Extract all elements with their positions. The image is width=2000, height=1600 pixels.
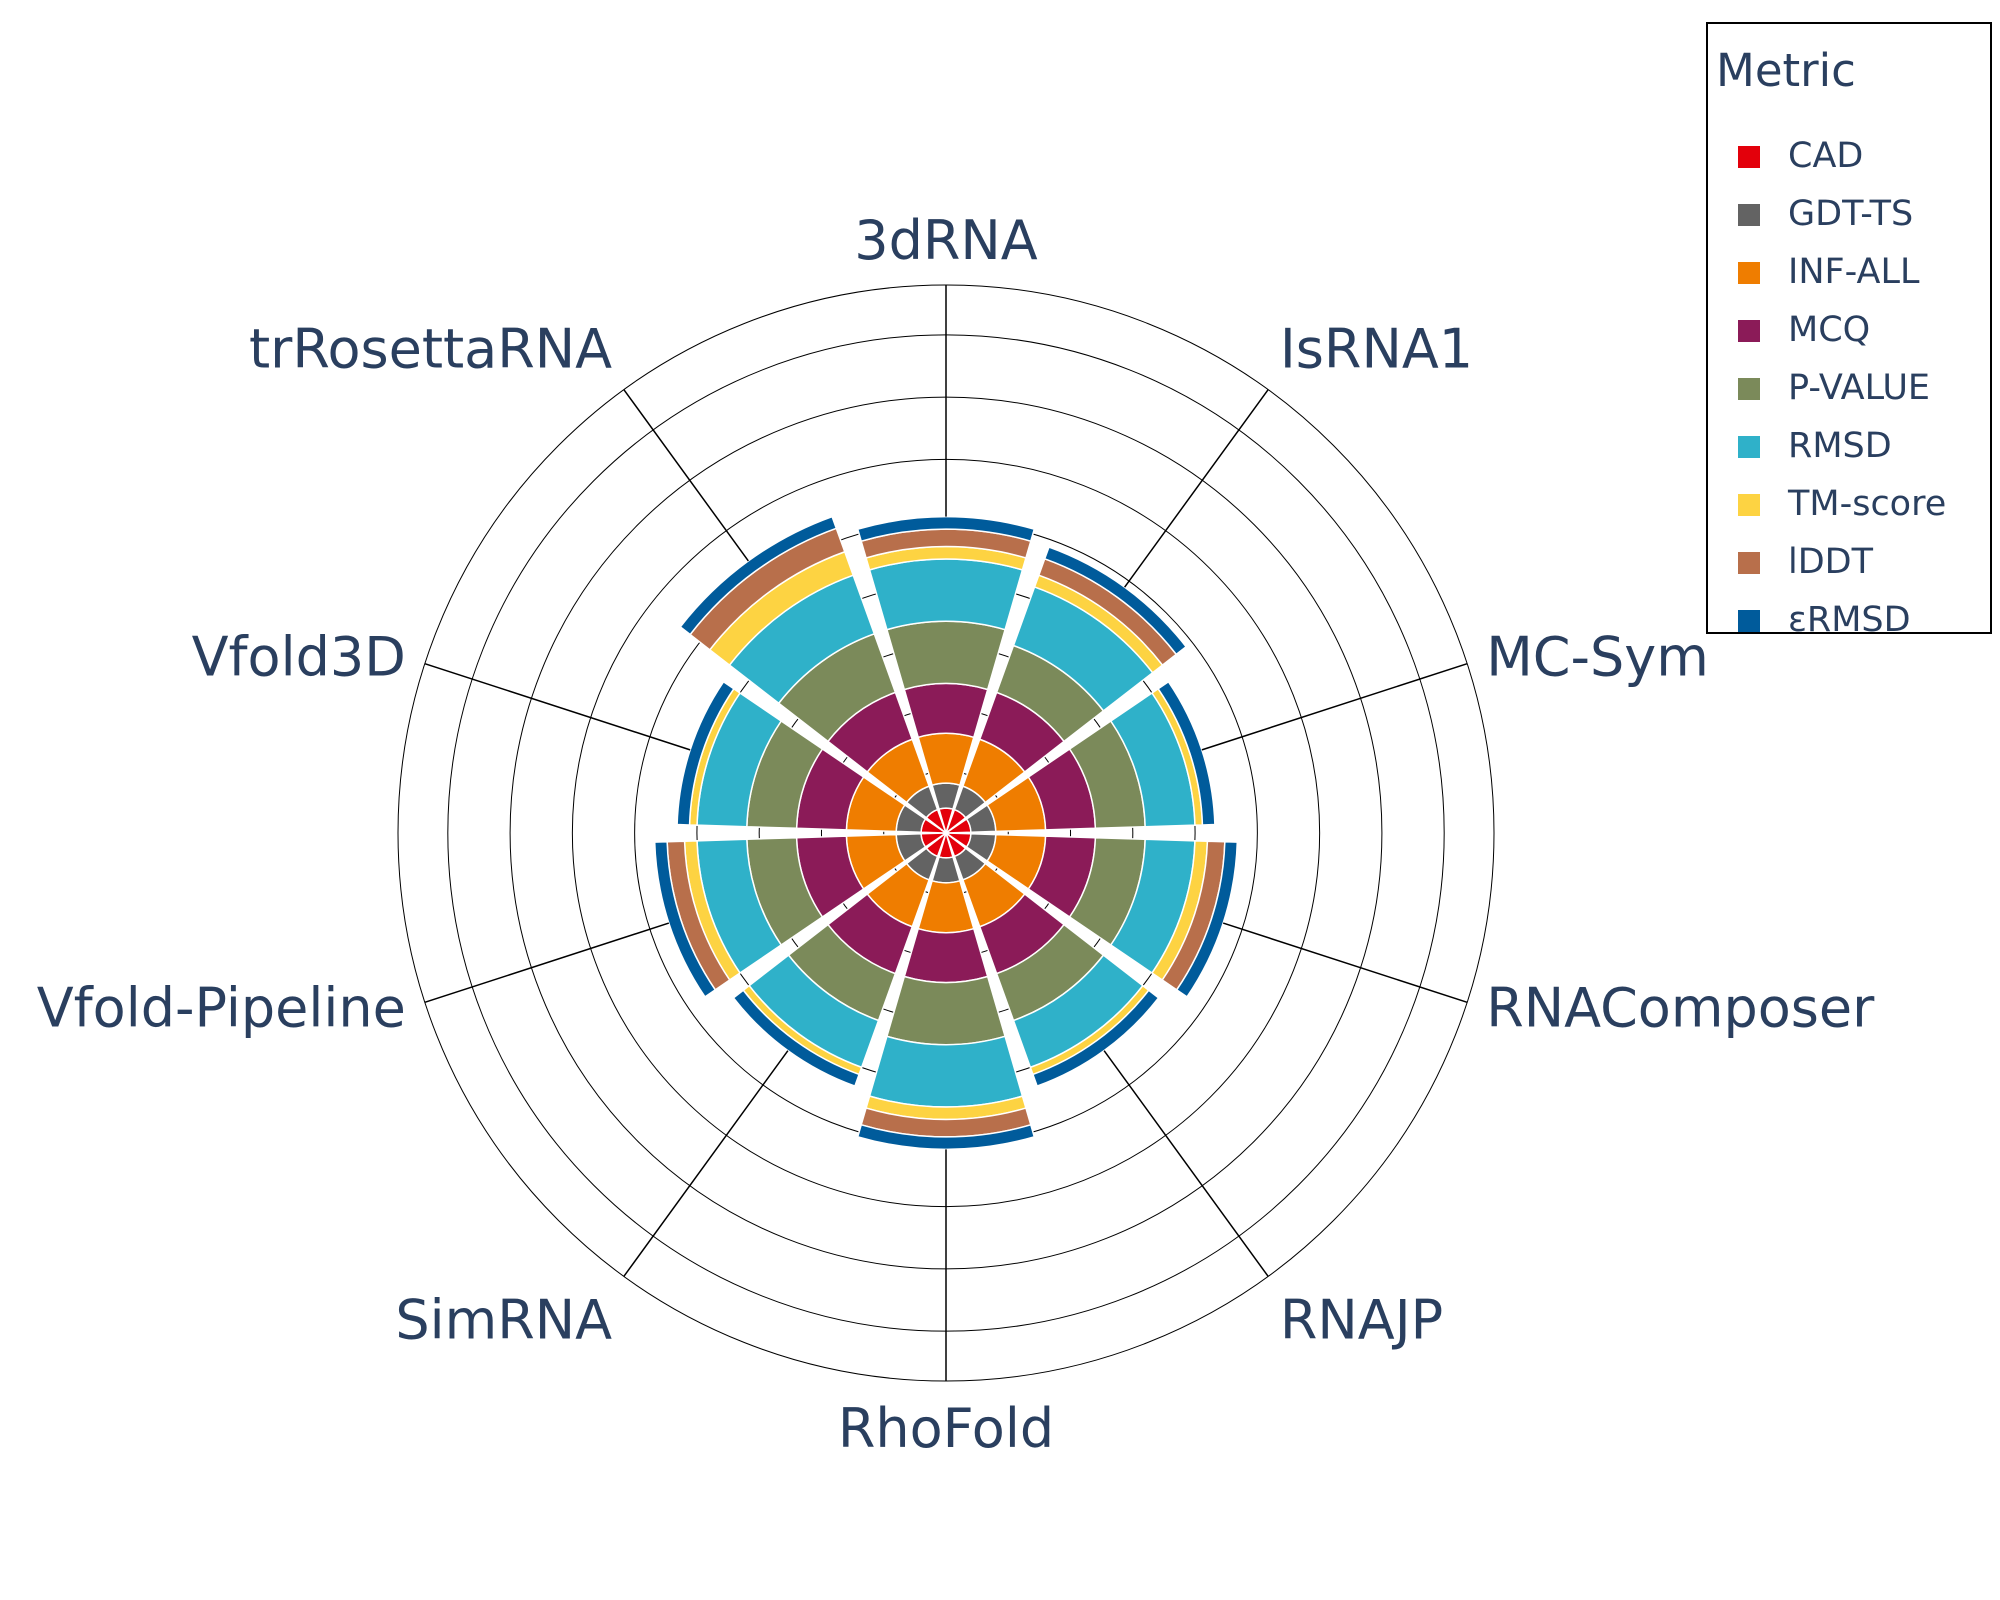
angular-spokes <box>424 285 1468 1381</box>
category-label-rhofold: RhoFold <box>838 1397 1054 1460</box>
spoke-mc-sym <box>1201 662 1468 751</box>
legend-label: RMSD <box>1788 426 1892 466</box>
legend-swatch <box>1738 320 1760 342</box>
legend-item-inf-all[interactable]: INF-ALL <box>1708 250 1988 294</box>
legend-item-tm-score[interactable]: TM-score <box>1708 482 1988 526</box>
category-label-mc-sym: MC-Sym <box>1486 625 1709 688</box>
category-label-trrosettarna: trRosettaRNA <box>249 317 612 380</box>
legend-label: MCQ <box>1788 310 1871 350</box>
bar-3drna-mcq <box>903 682 989 739</box>
category-label-3drna: 3dRNA <box>854 209 1038 272</box>
spoke-vfold3d <box>424 662 691 751</box>
legend-swatch <box>1738 436 1760 458</box>
bar-rnacomposer-rmsd <box>1175 840 1239 998</box>
category-label-simrna: SimRNA <box>395 1289 612 1352</box>
legend-label: lDDT <box>1788 542 1874 582</box>
category-label-isrna1: IsRNA1 <box>1280 317 1473 380</box>
bar-vfold3d-rmsd <box>676 680 735 826</box>
spoke-vfold-pipeline <box>424 922 670 1004</box>
legend-label: INF-ALL <box>1788 252 1920 292</box>
legend-label: CAD <box>1788 136 1864 176</box>
legend-label: εRMSD <box>1788 600 1911 640</box>
bar-simrna-rmsd <box>732 989 861 1088</box>
bar-mc-sym-rmsd <box>1157 680 1216 826</box>
legend-swatch <box>1738 204 1760 226</box>
bar-layer <box>653 515 1239 1151</box>
bar-rhofold-p-value <box>886 975 1006 1046</box>
spoke-isrna1 <box>1124 389 1269 588</box>
bar-rhofold-rmsd <box>856 1123 1036 1151</box>
bar-rhofold-rmsd <box>868 1035 1024 1108</box>
legend-item-lddt[interactable]: lDDT <box>1708 540 1988 584</box>
spoke-simrna <box>623 1050 789 1277</box>
category-label-vfold3d: Vfold3D <box>192 625 406 688</box>
category-label-rnajp: RNAJP <box>1280 1289 1443 1352</box>
legend-item-p-value[interactable]: P-VALUE <box>1708 366 1988 410</box>
legend-item-rmsd[interactable]: εRMSD <box>1708 598 1988 642</box>
bar-3drna-rmsd <box>868 558 1024 631</box>
legend-title: Metric <box>1716 44 1856 97</box>
bar-trrosettarna-rmsd <box>679 515 838 636</box>
legend-label: TM-score <box>1788 484 1947 524</box>
bar-rnajp-rmsd <box>1031 989 1160 1088</box>
legend-label: GDT-TS <box>1788 194 1914 234</box>
legend-swatch <box>1738 262 1760 284</box>
spoke-rnajp <box>1103 1050 1269 1277</box>
legend-swatch <box>1738 552 1760 574</box>
legend-item-mcq[interactable]: MCQ <box>1708 308 1988 352</box>
category-label-rnacomposer: RNAComposer <box>1486 977 1875 1040</box>
bar-isrna1-rmsd <box>1043 546 1188 656</box>
bar-rhofold-mcq <box>903 927 989 984</box>
spoke-trrosettarna <box>623 389 749 562</box>
legend-label: P-VALUE <box>1788 368 1931 408</box>
spoke-rnacomposer <box>1222 922 1468 1004</box>
bar-3drna-rmsd <box>856 515 1036 543</box>
legend-item-cad[interactable]: CAD <box>1708 134 1988 178</box>
legend-item-gdt-ts[interactable]: GDT-TS <box>1708 192 1988 236</box>
legend-item-rmsd[interactable]: RMSD <box>1708 424 1988 468</box>
bar-vfold-pipeline-rmsd <box>653 840 717 998</box>
category-label-vfold-pipeline: Vfold-Pipeline <box>37 977 406 1040</box>
legend-swatch <box>1738 610 1760 632</box>
bar-3drna-p-value <box>886 620 1006 691</box>
legend: Metric CAD GDT-TS INF-ALL MCQ P-VALUE RMSD TM-… <box>1706 22 1992 640</box>
legend-swatch <box>1738 494 1760 516</box>
legend-swatch <box>1738 146 1760 168</box>
category-labels: 3dRNA IsRNA1 MC-Sym RNAComposer RNAJP RhoFold… <box>37 209 1875 1460</box>
legend-swatch <box>1738 378 1760 400</box>
